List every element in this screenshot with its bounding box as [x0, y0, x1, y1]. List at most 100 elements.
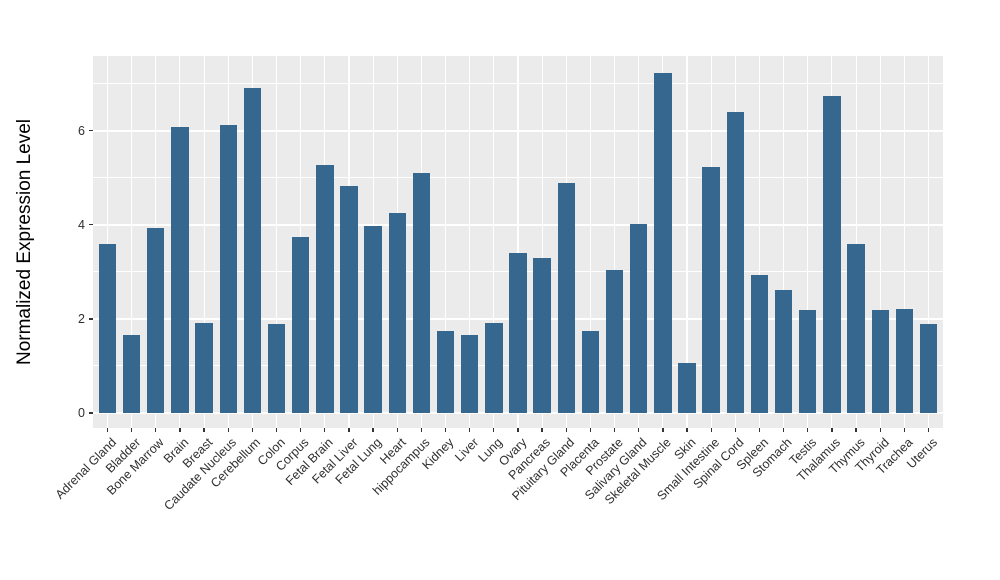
x-tick-mark — [420, 428, 423, 432]
x-tick-mark — [324, 428, 326, 432]
x-tick-mark — [710, 428, 712, 432]
bar — [581, 331, 600, 413]
x-gridline — [203, 56, 205, 428]
x-tick-mark — [565, 428, 567, 432]
bar — [895, 308, 914, 413]
y-tick-label: 0 — [78, 405, 85, 420]
x-tick-mark — [348, 428, 350, 432]
x-gridline — [855, 56, 857, 428]
x-tick-mark — [130, 428, 133, 432]
bar — [509, 253, 527, 413]
bar — [654, 73, 672, 413]
x-tick-mark — [855, 428, 857, 432]
bar — [871, 309, 889, 413]
y-tick-mark — [88, 412, 93, 414]
x-tick-mark — [155, 428, 157, 432]
bar — [485, 322, 503, 413]
bar — [364, 225, 382, 413]
x-tick-mark — [807, 428, 809, 432]
bar — [147, 228, 165, 413]
x-tick-mark — [372, 428, 374, 432]
y-tick-mark — [88, 130, 93, 132]
x-tick-mark — [541, 428, 543, 432]
x-tick-label: Liver — [451, 435, 481, 465]
x-gridline — [445, 56, 447, 428]
x-tick-mark — [927, 428, 930, 432]
bar — [799, 309, 817, 413]
x-tick-mark — [758, 428, 761, 432]
x-gridline — [469, 56, 471, 428]
x-gridline — [783, 56, 785, 428]
x-tick-mark — [203, 428, 205, 432]
y-tick-label: 2 — [78, 311, 85, 326]
x-gridline — [541, 56, 543, 428]
bar — [678, 363, 696, 413]
x-tick-mark — [493, 428, 495, 432]
x-gridline — [758, 56, 761, 428]
x-tick-mark — [734, 428, 736, 432]
bar — [919, 323, 938, 413]
y-tick-mark — [88, 318, 93, 320]
x-tick-mark — [469, 428, 471, 432]
x-tick-mark — [517, 428, 519, 432]
y-tick-mark — [88, 224, 93, 226]
x-gridline — [131, 56, 133, 428]
bar — [461, 335, 479, 413]
bar — [823, 96, 841, 413]
x-tick-mark — [686, 428, 688, 432]
x-tick-mark — [782, 428, 785, 432]
y-axis-title: Normalized Expression Level — [14, 118, 35, 366]
x-gridline — [614, 56, 616, 428]
bar — [291, 237, 310, 413]
x-tick-mark — [106, 428, 109, 432]
x-gridline — [927, 56, 930, 428]
x-gridline — [275, 56, 278, 428]
bar — [774, 290, 793, 413]
x-gridline — [807, 56, 809, 428]
x-tick-mark — [589, 428, 592, 432]
x-tick-mark — [227, 428, 229, 432]
bar — [219, 124, 237, 413]
bar — [436, 331, 455, 413]
bar — [702, 166, 720, 413]
x-gridline — [589, 56, 591, 428]
x-tick-mark — [444, 428, 447, 432]
bar — [388, 213, 406, 413]
bar — [267, 323, 286, 413]
bar — [533, 257, 551, 413]
bar — [122, 334, 141, 413]
x-tick-mark — [879, 428, 881, 432]
bar — [171, 127, 189, 413]
x-tick-mark — [275, 428, 278, 432]
x-tick-mark — [300, 428, 302, 432]
x-tick-mark — [613, 428, 616, 432]
x-gridline — [686, 56, 688, 428]
x-tick-mark — [903, 428, 905, 432]
x-tick-mark — [831, 428, 833, 432]
y-tick-label: 4 — [78, 217, 85, 232]
plot-panel — [93, 56, 943, 428]
bar — [243, 88, 262, 413]
x-tick-mark — [396, 428, 398, 432]
x-gridline — [493, 56, 495, 428]
x-tick-mark — [251, 428, 254, 432]
x-gridline — [879, 56, 881, 428]
bar — [726, 112, 744, 413]
y-tick-label: 6 — [78, 123, 85, 138]
bar — [847, 243, 865, 413]
bar — [557, 182, 575, 413]
bar — [98, 243, 117, 413]
bar — [750, 275, 769, 413]
bar — [340, 186, 358, 413]
x-tick-mark — [179, 428, 181, 432]
bar — [316, 165, 334, 413]
x-gridline — [106, 56, 109, 428]
bar — [630, 224, 648, 413]
x-gridline — [903, 56, 905, 428]
bar — [605, 269, 624, 413]
bar — [195, 323, 213, 413]
x-tick-mark — [638, 428, 640, 432]
bar — [412, 172, 431, 413]
x-gridline — [517, 56, 519, 428]
